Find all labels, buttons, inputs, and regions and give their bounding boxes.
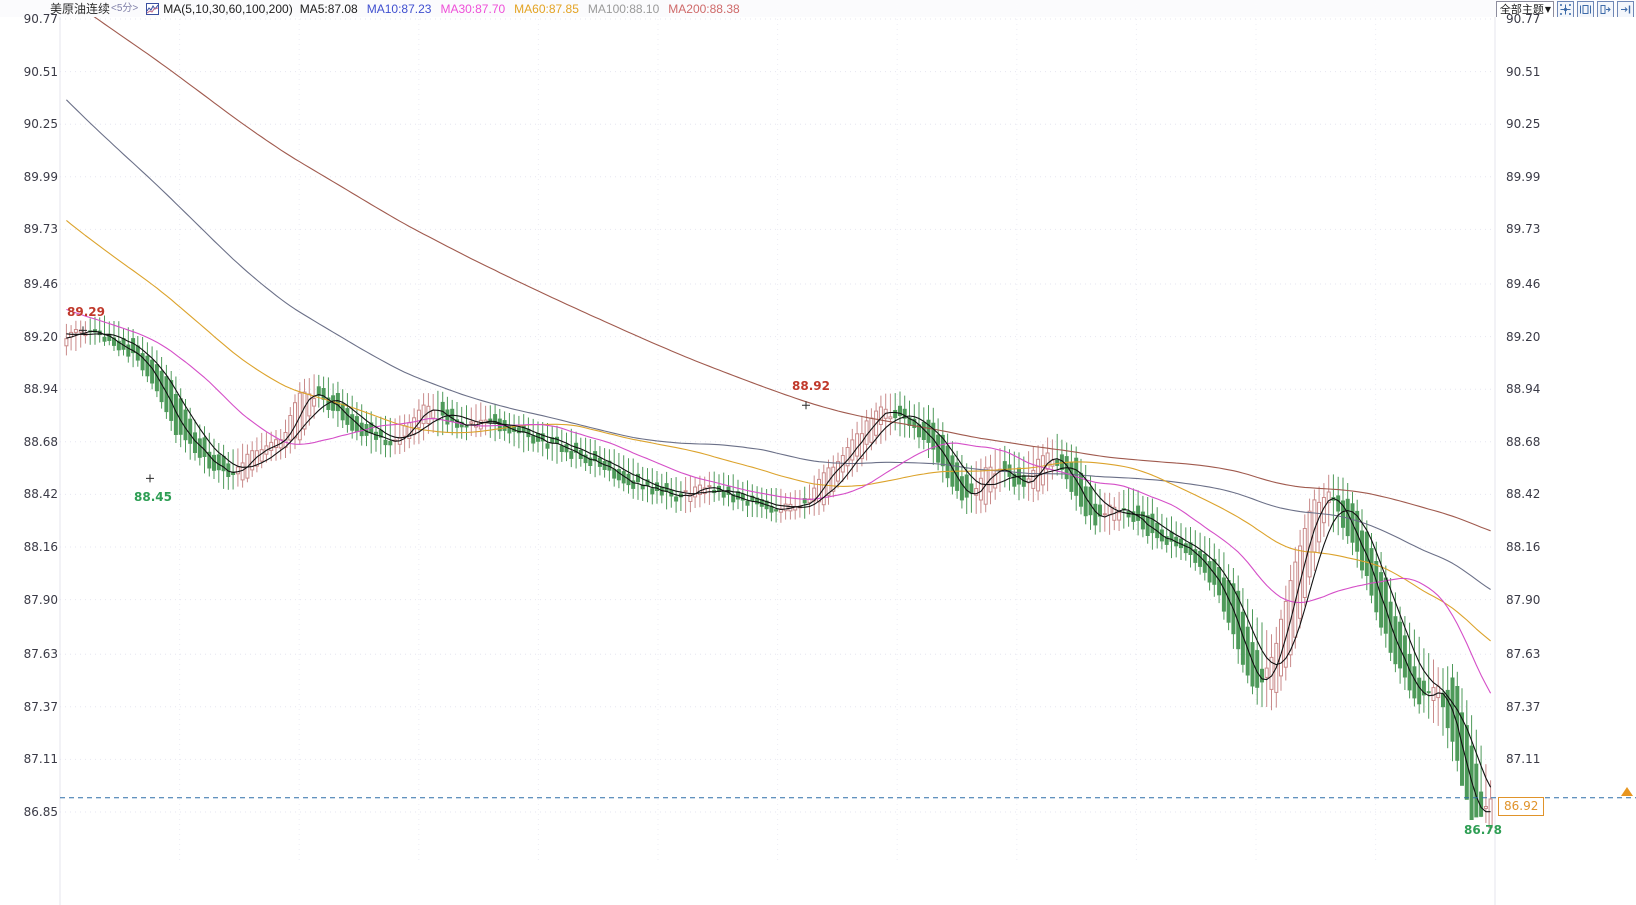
chart-annotations: 89.29 88.45 88.92 86.78 86.92 xyxy=(0,17,1636,905)
y-axis-label-left: 86.85 xyxy=(23,805,58,819)
annotation-last-low: 86.78 xyxy=(1464,823,1502,837)
last-price-tag[interactable]: 86.92 xyxy=(1498,797,1545,816)
y-axis-label-right: 88.68 xyxy=(1506,434,1541,449)
y-axis-label-left: 90.51 xyxy=(23,64,58,79)
ma60-value: MA60:87.85 xyxy=(514,1,579,16)
y-axis-label-left: 87.37 xyxy=(23,699,58,714)
y-axis-label-left: 87.90 xyxy=(23,592,58,607)
y-axis-label-right: 88.16 xyxy=(1506,539,1541,554)
ma-indicator-icon[interactable] xyxy=(146,2,160,15)
annotation-period-low: 88.45 xyxy=(134,490,172,504)
annotation-swing-high: 88.92 xyxy=(792,379,830,393)
y-axis-label-left: 88.42 xyxy=(23,487,58,502)
ma-title: MA(5,10,30,60,100,200) xyxy=(163,1,293,16)
ma10-value: MA10:87.23 xyxy=(366,1,432,16)
fit-vertical-icon[interactable] xyxy=(1577,1,1594,18)
annotation-period-high: 89.29 xyxy=(67,305,105,319)
symbol-name[interactable]: 美原油连续 xyxy=(50,1,111,16)
y-axis-label-right: 87.11 xyxy=(1506,752,1541,767)
y-axis-label-right: 90.51 xyxy=(1506,64,1541,79)
crosshair-icon[interactable] xyxy=(1557,1,1574,18)
y-axis-label-right: 90.25 xyxy=(1506,117,1541,132)
y-axis-label-right: 89.73 xyxy=(1506,222,1541,237)
y-axis-label-left: 88.68 xyxy=(23,434,58,449)
y-axis-label-right: 88.42 xyxy=(1506,487,1541,502)
y-axis-label-right: 89.99 xyxy=(1506,169,1541,184)
y-axis-label-right: 87.90 xyxy=(1506,592,1541,607)
theme-select-label: 全部主题 xyxy=(1499,2,1544,16)
y-axis-label-left: 89.20 xyxy=(23,329,58,344)
y-axis-label-right: 87.37 xyxy=(1506,699,1541,714)
chart-plot-area[interactable]: 90.77 90.77 90.51 90.51 90.25 90.25 89.99 89.99… xyxy=(0,13,1636,905)
y-axis-label-left: 89.73 xyxy=(23,222,58,237)
chart-header: 美原油连续 <5分> MA(5,10,30,60,100,200) MA5:87… xyxy=(0,0,1636,18)
period-label[interactable]: <5分> xyxy=(111,2,139,14)
y-axis-label-right: 89.46 xyxy=(1506,277,1541,291)
y-axis-label-left: 87.11 xyxy=(23,752,58,767)
y-axis-label-right: 88.94 xyxy=(1506,382,1541,397)
chevron-down-icon: ▼ xyxy=(1544,4,1551,14)
header-toolbar: 全部主题 ▼ xyxy=(1495,1,1634,18)
y-axis-label-left: 90.77 xyxy=(23,12,58,26)
y-axis-label-right: 90.77 xyxy=(1506,12,1541,26)
y-axis-label-left: 89.99 xyxy=(23,169,58,184)
ma30-value: MA30:87.70 xyxy=(440,1,506,16)
y-axis-label-left: 89.46 xyxy=(23,277,58,291)
last-price-marker-icon xyxy=(1621,787,1633,796)
shift-right-icon[interactable] xyxy=(1597,1,1614,18)
jump-end-icon[interactable] xyxy=(1617,1,1634,18)
y-axis-label-right: 87.63 xyxy=(1506,647,1541,662)
y-axis-label-left: 88.16 xyxy=(23,539,58,554)
y-axis-label-right: 89.20 xyxy=(1506,329,1541,344)
y-axis-label-left: 88.94 xyxy=(23,382,58,397)
y-axis-label-left: 90.25 xyxy=(23,117,58,132)
ma5-value: MA5:87.08 xyxy=(299,1,358,16)
y-axis-label-left: 87.63 xyxy=(23,647,58,662)
ma100-value: MA100:88.10 xyxy=(587,1,660,16)
ma200-value: MA200:88.38 xyxy=(668,1,740,16)
chart-price-series xyxy=(60,17,1636,832)
